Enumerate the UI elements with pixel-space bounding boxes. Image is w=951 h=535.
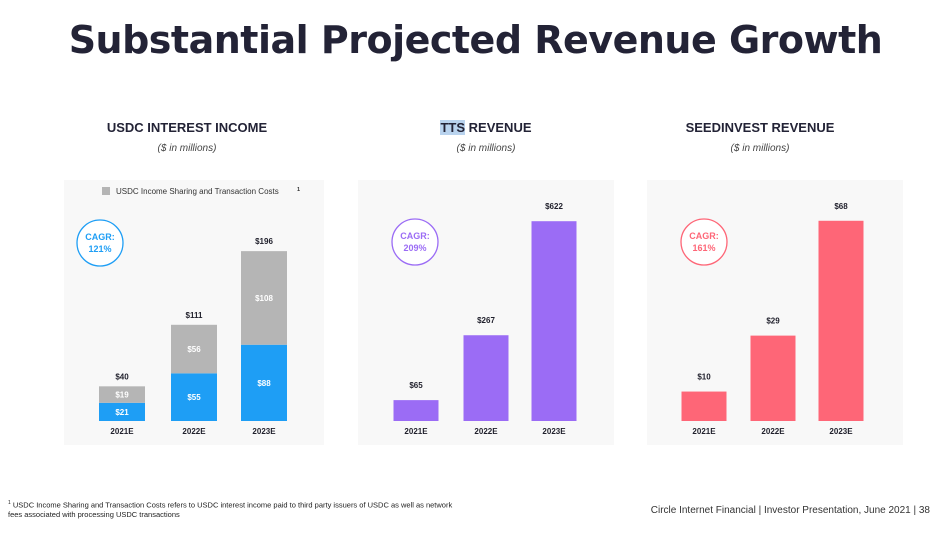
chart3-cagr-label: CAGR:	[689, 231, 719, 241]
chart2-cagr-label: CAGR:	[400, 231, 430, 241]
chart2-cagr-circle	[391, 218, 439, 266]
chart1-total-label-2022E: $111	[186, 311, 203, 320]
chart2-title-rest: REVENUE	[465, 120, 532, 135]
chart1-bar-2021E-costs	[99, 386, 145, 403]
chart1-svg: USDC Income Sharing and Transaction Cost…	[76, 187, 300, 436]
chart2-xtick-2022E: 2022E	[474, 427, 498, 436]
chart3-bar-label-2021E: $10	[697, 373, 711, 382]
chart3-cagr-circle	[680, 218, 728, 266]
chart1-xtick-2022E: 2022E	[182, 427, 206, 436]
chart1-subtitle: ($ in millions)	[157, 143, 217, 154]
chart3-cagr-value: 161%	[692, 243, 715, 253]
chart2-bar-2021E	[393, 400, 439, 421]
chart3-xtick-2023E: 2023E	[829, 427, 853, 436]
chart1-bar-label-2022E-costs: $56	[187, 345, 201, 354]
chart1-cagr-value: 121%	[88, 244, 111, 254]
chart1-bar-label-2021E-income: $21	[115, 408, 129, 417]
chart1-bar-label-2022E-income: $55	[187, 393, 201, 402]
footer: Circle Internet Financial | Investor Pre…	[650, 505, 930, 516]
chart1-bar-2021E-income	[99, 402, 145, 421]
chart1-cagr-label: CAGR:	[85, 232, 115, 242]
chart2-title-highlight: TTS	[440, 120, 466, 135]
footnote-text: USDC Income Sharing and Transaction Cost…	[8, 500, 453, 519]
chart2-svg: CAGR: 209% $65 2021E $267 2022E $622 2023E	[391, 202, 577, 436]
chart2-bar-2022E	[463, 335, 509, 421]
chart1-xtick-2021E: 2021E	[110, 427, 134, 436]
chart2-subtitle: ($ in millions)	[456, 143, 516, 154]
chart3-panel: CAGR: 161% $10 2021E $29 2022E $68 2023E	[647, 180, 903, 445]
chart2-xtick-2021E: 2021E	[404, 427, 428, 436]
chart1-cagr-circle	[76, 219, 124, 267]
chart3-xtick-2022E: 2022E	[761, 427, 785, 436]
chart3-title: SEEDINVEST REVENUE	[685, 120, 835, 135]
chart2-bar-2023E	[531, 221, 577, 421]
chart3-bar-2021E	[681, 391, 727, 421]
chart2-panel: CAGR: 209% $65 2021E $267 2022E $622 2023E	[358, 180, 614, 445]
chart1-header: USDC INTEREST INCOME ($ in millions)	[37, 120, 337, 154]
chart3-svg: CAGR: 161% $10 2021E $29 2022E $68 2023E	[680, 202, 864, 436]
chart1-legend-label: USDC Income Sharing and Transaction Cost…	[116, 187, 279, 196]
chart1-bar-2022E-costs	[171, 324, 217, 374]
chart1-title: USDC INTEREST INCOME	[106, 120, 268, 135]
chart1-bar-2022E-income	[171, 373, 217, 421]
chart2-bar-label-2023E: $622	[545, 202, 563, 211]
chart1-bar-label-2023E-income: $88	[257, 379, 271, 388]
footnote: 1 USDC Income Sharing and Transaction Co…	[8, 499, 468, 519]
chart1-xtick-2023E: 2023E	[252, 427, 276, 436]
chart1-bar-label-2021E-costs: $19	[115, 391, 129, 400]
chart2-bar-label-2022E: $267	[477, 316, 495, 325]
chart1-total-label-2021E: $40	[115, 372, 129, 381]
chart1-legend-marker: 1	[297, 187, 300, 193]
chart2-title: TTS REVENUE	[336, 120, 636, 135]
chart1-panel: USDC Income Sharing and Transaction Cost…	[64, 180, 324, 445]
chart3-bar-2022E	[750, 335, 796, 421]
chart3-bar-label-2023E: $68	[834, 202, 848, 211]
page-title: Substantial Projected Revenue Growth	[68, 18, 883, 62]
chart3-subtitle: ($ in millions)	[730, 143, 790, 154]
chart2-bar-label-2021E: $65	[409, 381, 423, 390]
chart3-bar-label-2022E: $29	[766, 317, 780, 326]
chart1-bar-2023E-costs	[241, 251, 287, 345]
chart1-bar-2023E-income	[241, 344, 287, 421]
chart3-header: SEEDINVEST REVENUE ($ in millions)	[610, 120, 910, 154]
chart1-legend-swatch	[102, 187, 110, 195]
chart1-total-label-2023E: $196	[255, 237, 273, 246]
footnote-marker: 1	[8, 500, 11, 506]
chart1-bar-label-2023E-costs: $108	[255, 294, 273, 303]
chart2-xtick-2023E: 2023E	[542, 427, 566, 436]
chart2-cagr-value: 209%	[403, 243, 426, 253]
chart2-header: TTS REVENUE ($ in millions)	[336, 120, 636, 154]
chart3-bar-2023E	[818, 220, 864, 421]
chart3-xtick-2021E: 2021E	[692, 427, 716, 436]
